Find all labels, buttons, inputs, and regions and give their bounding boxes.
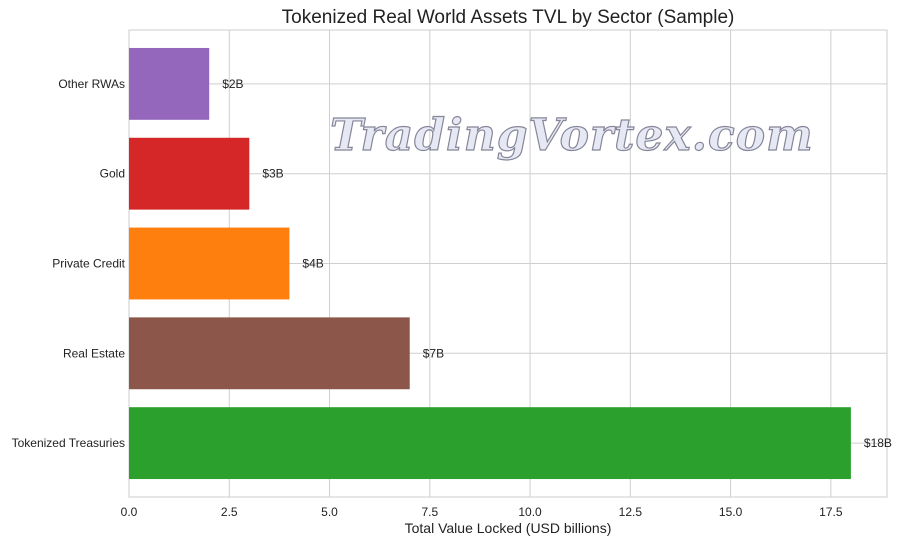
bar-private-credit bbox=[129, 227, 290, 300]
data-label: $7B bbox=[423, 346, 444, 360]
x-tick-label: 7.5 bbox=[421, 505, 438, 519]
data-label: $3B bbox=[262, 167, 283, 181]
x-axis-label: Total Value Locked (USD billions) bbox=[405, 520, 612, 536]
x-tick-label: 10.0 bbox=[518, 505, 542, 519]
watermark-logo: TradingVortex.com bbox=[330, 110, 814, 161]
data-label: $2B bbox=[222, 77, 243, 91]
data-label: $4B bbox=[302, 257, 323, 271]
x-tick-label: 0.0 bbox=[121, 505, 138, 519]
bar-other-rwas bbox=[129, 47, 210, 120]
bars: $18B $7B $4B $3B $2B bbox=[129, 47, 892, 480]
x-tick-label: 2.5 bbox=[221, 505, 238, 519]
x-tick-label: 17.5 bbox=[819, 505, 843, 519]
y-tick-label: Real Estate bbox=[63, 346, 125, 360]
x-tick-labels: 0.0 2.5 5.0 7.5 10.0 12.5 15.0 17.5 bbox=[121, 505, 843, 519]
y-tick-label: Other RWAs bbox=[58, 77, 125, 91]
data-label: $18B bbox=[864, 436, 892, 450]
y-tick-label: Gold bbox=[100, 167, 125, 181]
chart-title: Tokenized Real World Assets TVL by Secto… bbox=[282, 7, 735, 28]
bar-gold bbox=[129, 137, 250, 210]
x-tick-label: 5.0 bbox=[321, 505, 338, 519]
x-tick-label: 15.0 bbox=[719, 505, 743, 519]
bar-tokenized-treasuries bbox=[129, 407, 851, 480]
x-tick-label: 12.5 bbox=[619, 505, 643, 519]
y-tick-label: Tokenized Treasuries bbox=[12, 436, 125, 450]
y-tick-label: Private Credit bbox=[52, 257, 125, 271]
bar-real-estate bbox=[129, 317, 410, 390]
y-tick-labels: Tokenized Treasuries Real Estate Private C… bbox=[12, 77, 126, 450]
